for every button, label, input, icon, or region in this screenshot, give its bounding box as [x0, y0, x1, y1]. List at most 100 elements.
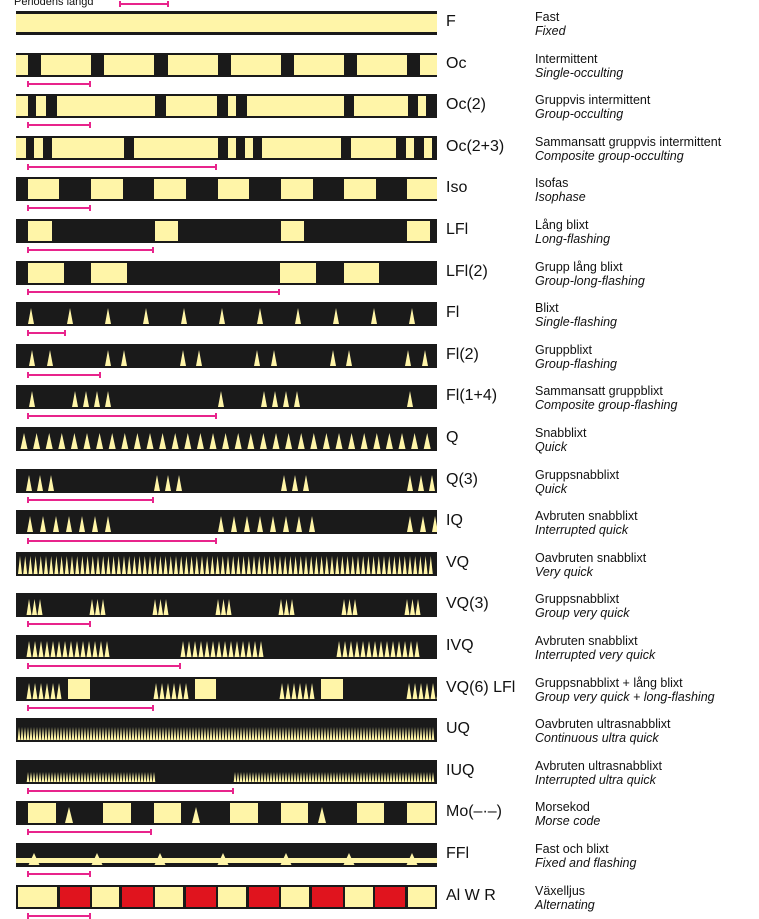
light-pattern-graphic: [16, 52, 437, 77]
period-marker: [27, 496, 154, 503]
swedish-name: Morsekod: [535, 800, 590, 815]
swedish-name: Fast och blixt: [535, 842, 609, 856]
period-length-legend-marker: [119, 1, 169, 7]
abbreviation: Q(3): [446, 470, 478, 488]
swedish-name: Grupp lång blixt: [535, 259, 623, 274]
light-pattern-graphic: [16, 759, 437, 784]
characteristic-row: IUQ Avbruten ultrasnabblixt Interrupted ul…: [0, 757, 759, 799]
swedish-name: Sammansatt gruppblixt: [535, 384, 663, 399]
description: Gruppsnabblixt + lång blixt Group very qu…: [535, 676, 715, 704]
swedish-name: Oavbruten snabblixt: [535, 550, 647, 565]
characteristic-row: Fl(2) Gruppblixt Group-flashing: [0, 341, 759, 383]
english-name: Quick: [535, 440, 567, 454]
light-pattern-bar: [16, 510, 437, 535]
abbreviation: LFl(2): [446, 262, 488, 280]
swedish-name: Gruppsnabblixt: [535, 467, 620, 482]
light-pattern-bar: [16, 635, 437, 659]
light-pattern-graphic: [16, 551, 437, 576]
light-pattern-bar: [16, 759, 437, 784]
characteristic-row: Oc Intermittent Single-occulting: [0, 50, 759, 92]
light-pattern-bar: [16, 11, 437, 35]
period-marker: [27, 247, 154, 253]
english-name: Interrupted very quick: [535, 648, 656, 662]
abbreviation: Oc: [446, 54, 467, 72]
light-pattern-bar: [16, 219, 437, 243]
english-name: Continuous ultra quick: [535, 731, 659, 746]
swedish-name: Lång blixt: [535, 218, 589, 232]
light-pattern-bar: [16, 385, 437, 410]
light-pattern-graphic: [16, 884, 437, 909]
characteristic-row: UQ Oavbruten ultrasnabblixt Continuous ult…: [0, 715, 759, 757]
light-pattern-graphic: [16, 510, 437, 535]
swedish-name: Avbruten snabblixt: [535, 634, 638, 648]
english-name: Single-occulting: [535, 65, 624, 80]
characteristic-row: F Fast Fixed: [0, 8, 759, 50]
swedish-name: Blixt: [535, 301, 559, 316]
english-name: Group-long-flashing: [535, 273, 645, 288]
characteristic-row: Q Snabblixt Quick: [0, 424, 759, 466]
description: Blixt Single-flashing: [535, 301, 617, 329]
abbreviation: Oc(2): [446, 96, 486, 114]
description: Fast och blixt Fixed and flashing: [535, 842, 636, 870]
abbreviation: Fl(2): [446, 345, 479, 363]
english-name: Interrupted quick: [535, 523, 629, 538]
characteristic-row: VQ(3) Gruppsnabblixt Group very quick: [0, 590, 759, 632]
light-pattern-graphic: [16, 302, 437, 327]
light-pattern-graphic: [16, 593, 437, 618]
light-pattern-bar: [16, 593, 437, 618]
abbreviation: FFl: [446, 845, 470, 862]
abbreviation: IQ: [446, 512, 463, 530]
period-marker: [27, 371, 101, 378]
characteristic-row: Fl Blixt Single-flashing: [0, 299, 759, 341]
english-name: Fixed: [535, 24, 566, 38]
light-pattern-bar: [16, 551, 437, 576]
english-name: Composite group-flashing: [535, 398, 678, 413]
description: Gruppsnabblixt Group very quick: [535, 592, 629, 620]
abbreviation: IUQ: [446, 761, 475, 779]
light-pattern-graphic: [16, 135, 437, 160]
abbreviation: VQ(6) LFl: [446, 678, 516, 696]
characteristic-row: Al W R Växelljus Alternating: [0, 882, 759, 919]
period-marker: [27, 288, 280, 295]
description: Lång blixt Long-flashing: [535, 218, 610, 246]
abbreviation: Mo(–·–): [446, 803, 503, 821]
english-name: Group-flashing: [535, 356, 617, 371]
light-pattern-graphic: [16, 635, 437, 659]
period-marker: [27, 163, 217, 170]
light-pattern-bar: [16, 884, 437, 909]
swedish-name: Oavbruten ultrasnabblixt: [535, 717, 671, 732]
light-pattern-graphic: [16, 219, 437, 243]
light-pattern-graphic: [16, 676, 437, 701]
english-name: Alternating: [535, 897, 595, 912]
period-marker: [27, 538, 217, 545]
characteristic-row: IQ Avbruten snabblixt Interrupted quick: [0, 507, 759, 549]
swedish-name: Avbruten snabblixt: [535, 509, 638, 524]
light-pattern-bar: [16, 94, 437, 119]
description: Snabblixt Quick: [535, 426, 586, 454]
description: Avbruten ultrasnabblixt Interrupted ultra…: [535, 759, 662, 787]
english-name: Group-occulting: [535, 107, 624, 122]
characteristic-row: Oc(2) Gruppvis intermittent Group-occultin…: [0, 91, 759, 133]
abbreviation: VQ(3): [446, 595, 489, 613]
swedish-name: Avbruten ultrasnabblixt: [535, 758, 662, 773]
english-name: Long-flashing: [535, 232, 611, 246]
light-pattern-bar: [16, 718, 437, 743]
light-pattern-bar: [16, 843, 437, 867]
swedish-name: Gruppsnabblixt: [535, 592, 620, 607]
characteristic-row: Oc(2+3) Sammansatt gruppvis intermittent C…: [0, 133, 759, 175]
period-length-label: Periodens längd: [14, 0, 94, 8]
description: Växelljus Alternating: [535, 884, 595, 912]
light-pattern-graphic: [16, 718, 437, 743]
description: Gruppvis intermittent Group-occulting: [535, 93, 650, 121]
light-pattern-bar: [16, 302, 437, 327]
english-name: Single-flashing: [535, 315, 617, 330]
swedish-name: Fast: [535, 10, 560, 24]
light-pattern-graphic: [16, 801, 437, 826]
characteristic-row: LFl(2) Grupp lång blixt Group-long-flashin…: [0, 258, 759, 300]
characteristic-row: FFl Fast och blixt Fixed and flashing: [0, 840, 759, 882]
abbreviation: Al W R: [446, 886, 496, 904]
characteristic-row: Fl(1+4) Sammansatt gruppblixt Composite gr…: [0, 382, 759, 424]
description: Grupp lång blixt Group-long-flashing: [535, 260, 645, 288]
period-marker: [27, 663, 181, 669]
period-marker: [27, 829, 152, 836]
